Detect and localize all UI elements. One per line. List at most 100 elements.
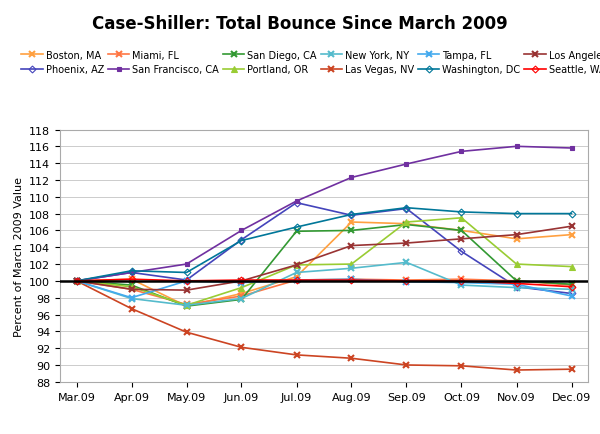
Tampa, FL [183, 279, 190, 284]
Las Vegas, NV [403, 362, 410, 368]
Miami, FL [513, 279, 520, 284]
Line: San Diego, CA: San Diego, CA [73, 221, 575, 310]
Los Angeles, CA [183, 288, 190, 293]
San Francisco, CA [513, 145, 520, 150]
Seattle, WA [73, 279, 80, 284]
Los Angeles, CA [458, 237, 465, 242]
San Diego, CA [458, 228, 465, 233]
New York, NY [128, 296, 135, 302]
New York, NY [513, 285, 520, 290]
Line: Los Angeles, CA: Los Angeles, CA [73, 223, 575, 294]
Miami, FL [403, 278, 410, 283]
Phoenix, AZ [183, 278, 190, 283]
Line: Miami, FL: Miami, FL [73, 276, 575, 308]
New York, NY [183, 303, 190, 308]
Boston, MA [293, 274, 300, 279]
Phoenix, AZ [73, 279, 80, 284]
New York, NY [348, 266, 355, 271]
Tampa, FL [348, 277, 355, 282]
Washington, DC [128, 269, 135, 274]
Line: Seattle, WA: Seattle, WA [74, 277, 574, 289]
Seattle, WA [513, 281, 520, 286]
Las Vegas, NV [73, 279, 80, 284]
San Diego, CA [348, 228, 355, 233]
Washington, DC [568, 211, 575, 217]
Tampa, FL [568, 294, 575, 299]
Boston, MA [238, 291, 245, 296]
San Francisco, CA [73, 279, 80, 284]
Tampa, FL [513, 282, 520, 287]
Los Angeles, CA [293, 263, 300, 268]
Line: Phoenix, AZ: Phoenix, AZ [74, 201, 574, 296]
Phoenix, AZ [348, 213, 355, 218]
San Francisco, CA [568, 146, 575, 151]
Phoenix, AZ [513, 285, 520, 290]
San Francisco, CA [128, 270, 135, 276]
San Francisco, CA [403, 162, 410, 167]
Seattle, WA [128, 277, 135, 282]
San Diego, CA [513, 279, 520, 284]
Boston, MA [183, 304, 190, 309]
Los Angeles, CA [403, 241, 410, 246]
Boston, MA [73, 279, 80, 284]
Washington, DC [348, 212, 355, 217]
San Diego, CA [238, 297, 245, 302]
Tampa, FL [128, 296, 135, 301]
Boston, MA [348, 220, 355, 225]
New York, NY [73, 279, 80, 284]
New York, NY [293, 270, 300, 276]
San Francisco, CA [458, 149, 465, 155]
Portland, OR [238, 285, 245, 290]
Las Vegas, NV [128, 306, 135, 312]
Portland, OR [403, 220, 410, 225]
Washington, DC [293, 225, 300, 230]
Line: San Francisco, CA: San Francisco, CA [74, 145, 574, 284]
Y-axis label: Percent of March 2009 Value: Percent of March 2009 Value [14, 176, 23, 336]
Tampa, FL [403, 279, 410, 285]
Seattle, WA [568, 285, 575, 290]
Portland, OR [458, 216, 465, 221]
Seattle, WA [348, 278, 355, 283]
Portland, OR [348, 262, 355, 267]
Seattle, WA [458, 279, 465, 284]
Line: Washington, DC: Washington, DC [74, 206, 574, 284]
Los Angeles, CA [513, 233, 520, 238]
Line: Tampa, FL: Tampa, FL [73, 276, 575, 302]
Las Vegas, NV [183, 330, 190, 335]
Boston, MA [403, 222, 410, 227]
Portland, OR [128, 285, 135, 290]
Portland, OR [293, 263, 300, 268]
Miami, FL [128, 287, 135, 292]
Washington, DC [238, 238, 245, 243]
Legend: Boston, MA, Phoenix, AZ, Miami, FL, San Francisco, CA, San Diego, CA, Portland, : Boston, MA, Phoenix, AZ, Miami, FL, San … [22, 50, 600, 75]
San Diego, CA [568, 282, 575, 287]
Los Angeles, CA [238, 279, 245, 284]
Tampa, FL [73, 279, 80, 284]
Los Angeles, CA [348, 243, 355, 249]
San Francisco, CA [293, 199, 300, 204]
Boston, MA [128, 277, 135, 282]
Las Vegas, NV [238, 345, 245, 350]
Seattle, WA [293, 278, 300, 283]
Portland, OR [183, 303, 190, 308]
Line: New York, NY: New York, NY [73, 259, 575, 309]
Los Angeles, CA [73, 279, 80, 284]
Las Vegas, NV [348, 356, 355, 361]
Line: Portland, OR: Portland, OR [73, 215, 575, 309]
San Diego, CA [73, 279, 80, 284]
New York, NY [403, 260, 410, 265]
San Diego, CA [128, 283, 135, 288]
San Diego, CA [183, 304, 190, 309]
Las Vegas, NV [293, 352, 300, 358]
Las Vegas, NV [458, 363, 465, 368]
Phoenix, AZ [403, 207, 410, 212]
Las Vegas, NV [513, 368, 520, 373]
New York, NY [568, 287, 575, 292]
Portland, OR [73, 279, 80, 284]
Phoenix, AZ [568, 291, 575, 296]
Washington, DC [73, 279, 80, 284]
Line: Boston, MA: Boston, MA [73, 219, 575, 310]
Washington, DC [458, 210, 465, 215]
Seattle, WA [403, 279, 410, 284]
San Francisco, CA [183, 262, 190, 267]
